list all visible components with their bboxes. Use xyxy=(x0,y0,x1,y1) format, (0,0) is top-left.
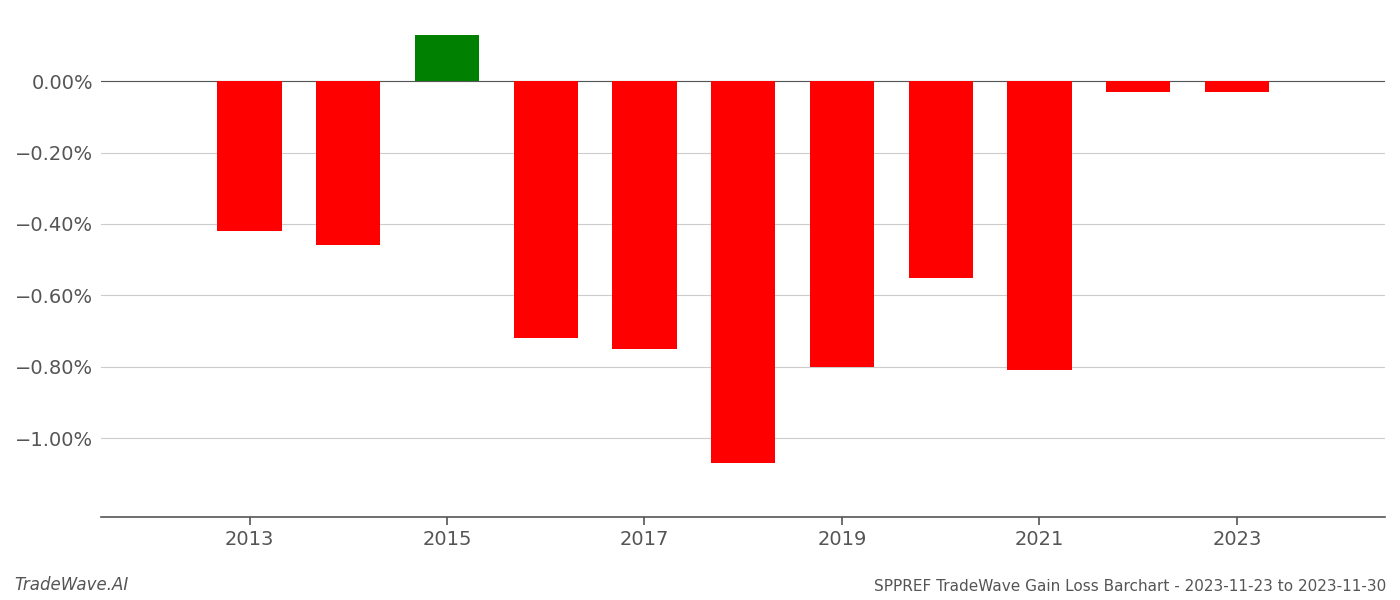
Bar xyxy=(316,81,381,245)
Text: TradeWave.AI: TradeWave.AI xyxy=(14,576,129,594)
Bar xyxy=(1205,81,1268,92)
Bar xyxy=(612,81,676,349)
Bar xyxy=(1008,81,1071,370)
Bar xyxy=(809,81,874,367)
Bar xyxy=(909,81,973,278)
Text: SPPREF TradeWave Gain Loss Barchart - 2023-11-23 to 2023-11-30: SPPREF TradeWave Gain Loss Barchart - 20… xyxy=(874,579,1386,594)
Bar xyxy=(711,81,776,463)
Bar xyxy=(217,81,281,231)
Bar xyxy=(514,81,578,338)
Bar xyxy=(1106,81,1170,92)
Bar xyxy=(414,35,479,81)
